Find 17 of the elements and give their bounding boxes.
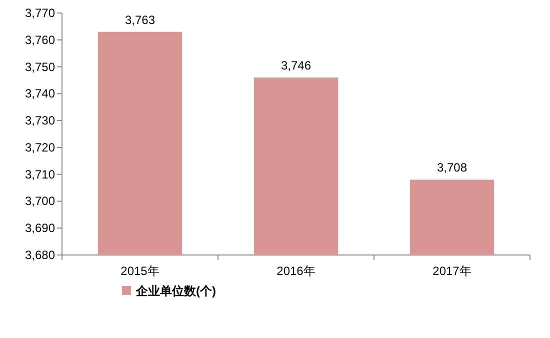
y-tick-label: 3,710 [24,167,56,182]
y-tick-label: 3,760 [24,32,56,47]
y-tick-label: 3,680 [24,248,56,262]
y-tick-label: 3,770 [24,6,56,20]
data-label: 3,763 [124,12,156,27]
y-tick-label: 3,740 [24,86,56,101]
data-label: 3,708 [436,160,468,175]
data-label: 3,746 [280,58,312,73]
y-tick-label: 3,700 [24,194,56,208]
x-tick-label: 2015年 [120,264,160,278]
x-tick-label: 2017年 [432,264,472,278]
x-tick-label: 2016年 [276,264,316,278]
y-tick-label: 3,730 [24,114,56,128]
y-tick-label: 3,690 [24,221,56,236]
y-tick-label: 3,750 [24,60,56,74]
legend-label: 企业单位数(个) [135,284,216,298]
y-tick-label: 3,720 [24,140,56,154]
